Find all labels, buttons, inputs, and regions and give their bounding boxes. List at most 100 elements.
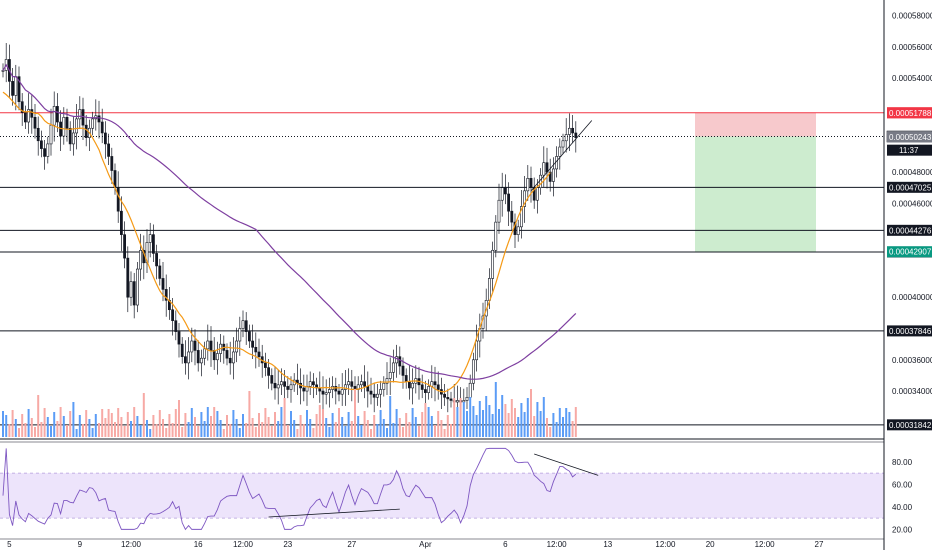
candle-body	[193, 340, 197, 351]
risk-zone[interactable]	[695, 112, 816, 137]
price-pane[interactable]	[0, 43, 884, 440]
candle-body	[308, 381, 312, 387]
candle-body	[382, 382, 386, 390]
rsi-pane[interactable]	[0, 441, 884, 531]
volume-bar	[277, 421, 280, 437]
candle	[379, 380, 383, 408]
volume-bar	[21, 414, 24, 437]
level-price-label: 0.00044276	[889, 226, 932, 235]
volume-bar	[280, 407, 283, 437]
candle	[443, 384, 447, 406]
time-tick-label: 23	[283, 540, 292, 549]
candle-body	[180, 343, 184, 357]
price-axis[interactable]: 0.00058000 0.00056000 0.00054000 0.00048000…	[883, 0, 932, 550]
volume-bar	[306, 410, 308, 437]
volume-bar	[430, 416, 433, 437]
candle-body	[126, 257, 130, 298]
candle-body	[443, 393, 447, 398]
candle-body	[375, 393, 379, 398]
candle	[155, 244, 159, 280]
candle-body	[302, 387, 306, 392]
volume-bar	[357, 416, 360, 437]
candle	[286, 376, 290, 399]
volume-bar	[542, 397, 545, 437]
candle	[20, 93, 24, 126]
volume-bar	[462, 402, 465, 437]
candle-body	[311, 381, 315, 386]
volume-bar	[120, 417, 123, 437]
moving-average-short	[2, 91, 551, 393]
volume-bar	[498, 409, 500, 437]
volume-bar	[178, 400, 180, 437]
candle	[206, 324, 210, 361]
volume-bar	[466, 411, 468, 437]
candle-body	[190, 340, 194, 353]
candle	[251, 324, 255, 360]
candle	[232, 337, 235, 380]
candle-body	[446, 397, 450, 400]
volume-bar	[5, 415, 8, 437]
level-price-box	[887, 181, 932, 193]
rsi-divergence-line[interactable]	[534, 453, 599, 476]
candle	[27, 93, 31, 134]
reward-zone[interactable]	[695, 136, 816, 252]
candle-body	[110, 156, 114, 171]
candle	[152, 224, 155, 263]
volume-bar	[158, 410, 161, 437]
candle-body	[120, 210, 123, 235]
candle	[516, 219, 520, 242]
time-axis[interactable]: 5 9 12:00 16 12:00 23 27 Apr 6 12:00 13 12:00 20 12:0…	[0, 538, 884, 549]
volume-bar	[50, 426, 52, 437]
candle-body	[228, 357, 232, 364]
candle-body	[23, 112, 27, 123]
rsi-band	[0, 473, 884, 519]
rsi-tick-label: 40.00	[892, 503, 913, 512]
candle	[507, 182, 511, 227]
moving-average-long	[2, 63, 577, 380]
level-price-box	[887, 419, 932, 431]
volume-bar	[523, 412, 526, 437]
rsi-tick-label: 80.00	[892, 458, 913, 467]
candle	[491, 241, 495, 292]
candle	[324, 379, 328, 405]
volume-bar	[123, 426, 126, 437]
candle-body	[321, 390, 325, 395]
volume-bar	[174, 409, 177, 437]
volume-bar	[264, 408, 267, 437]
candle-body	[567, 127, 571, 135]
candle	[139, 233, 143, 281]
candle	[535, 179, 539, 214]
volume-bar	[46, 417, 49, 437]
candle-body	[139, 249, 143, 270]
candle-body	[155, 253, 159, 267]
price-label-box	[887, 246, 932, 258]
candle	[235, 327, 239, 363]
candle	[254, 332, 258, 369]
candle-body	[36, 127, 40, 142]
volume-bar	[152, 415, 155, 437]
volume-bar	[472, 406, 475, 437]
volume-bar	[402, 427, 404, 437]
candle-body	[420, 384, 424, 390]
volume-bar	[194, 417, 196, 437]
candle	[39, 130, 43, 158]
candle-body	[494, 221, 498, 251]
volume-bar	[309, 419, 312, 437]
volume-bar	[533, 416, 536, 437]
candle-body	[84, 124, 88, 138]
volume-bar	[136, 416, 139, 437]
volume-bar	[168, 414, 171, 437]
candle	[519, 190, 523, 239]
volume-bar	[530, 389, 532, 437]
volume-bar	[242, 414, 244, 437]
candle-body	[372, 393, 376, 398]
candle	[321, 376, 325, 411]
candle	[23, 105, 27, 130]
rsi-divergence-line[interactable]	[268, 508, 400, 518]
trendline[interactable]	[530, 120, 593, 192]
candle-body	[1, 70, 5, 72]
volume-bar	[216, 411, 219, 437]
price-label-text: 0.00050243	[889, 133, 932, 142]
